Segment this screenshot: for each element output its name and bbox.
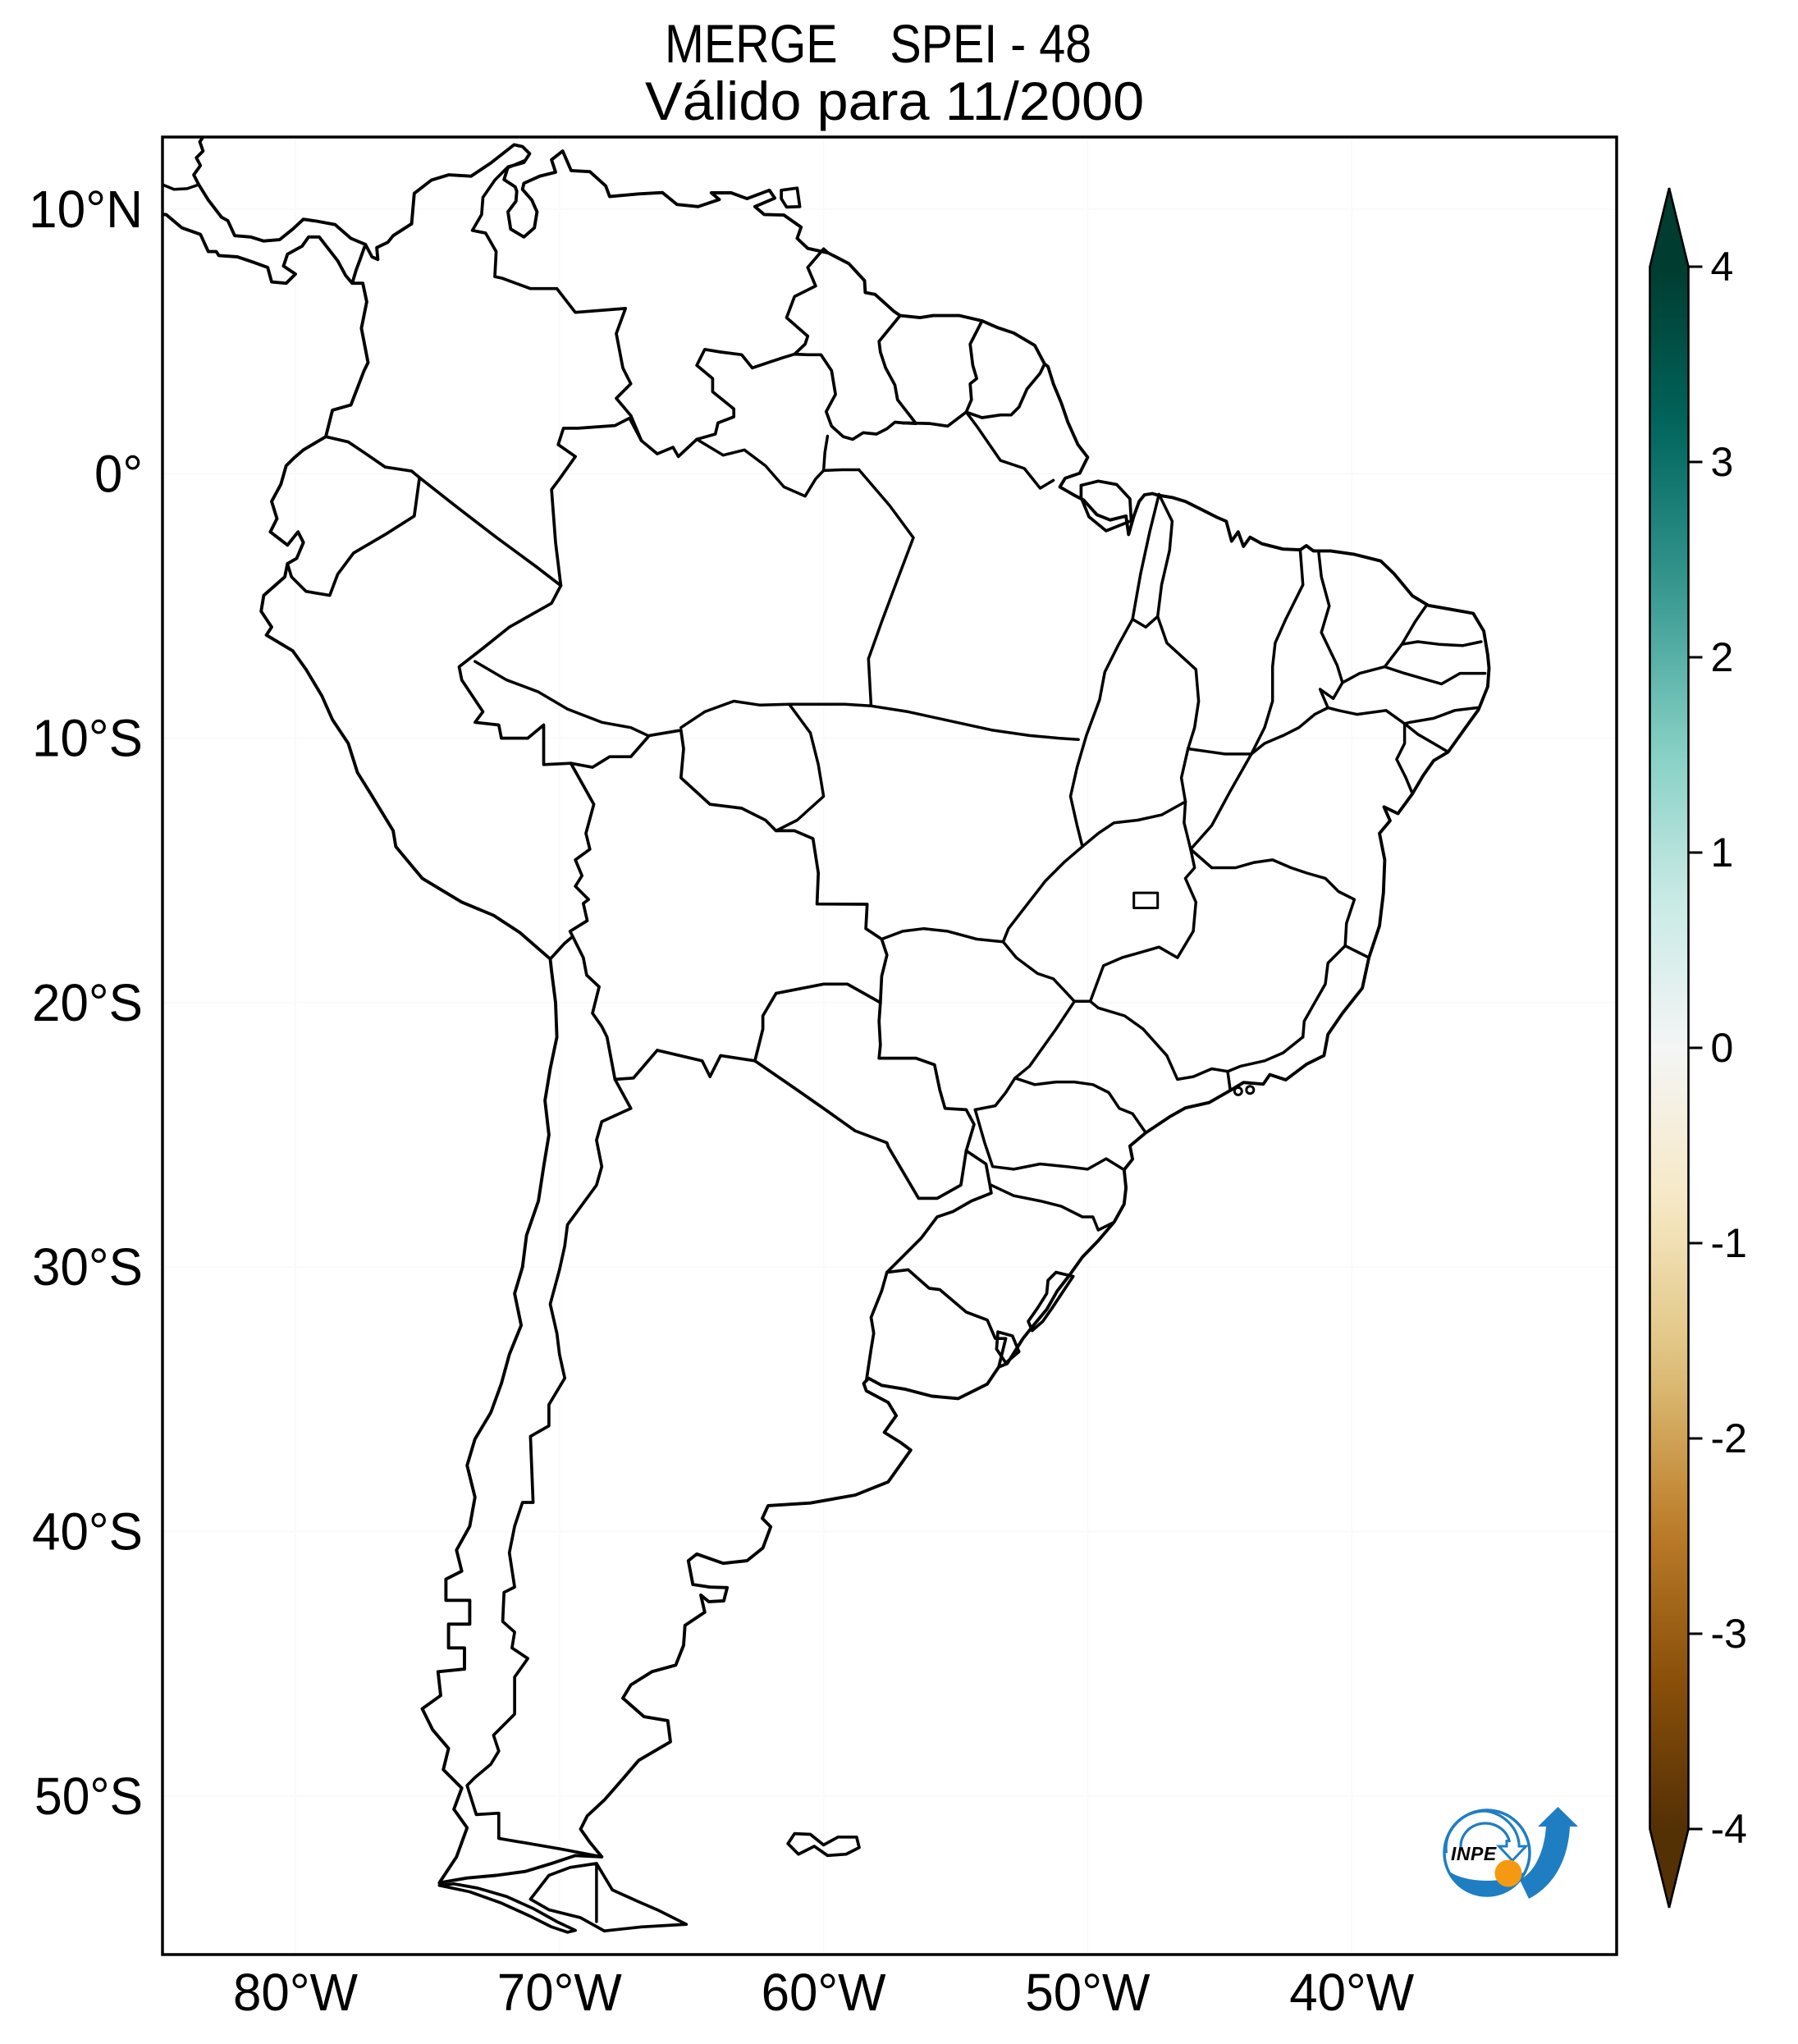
svg-text:-1: -1 <box>1711 1220 1747 1266</box>
svg-text:10°N: 10°N <box>29 180 143 239</box>
svg-text:2: 2 <box>1711 634 1734 680</box>
svg-text:3: 3 <box>1711 439 1734 485</box>
svg-text:0: 0 <box>1711 1025 1734 1071</box>
svg-text:50°W: 50°W <box>1025 1963 1151 2022</box>
svg-text:50°S: 50°S <box>34 1767 143 1826</box>
svg-text:80°W: 80°W <box>233 1963 359 2022</box>
svg-text:30°S: 30°S <box>32 1237 143 1296</box>
svg-text:1: 1 <box>1711 830 1734 876</box>
svg-text:10°S: 10°S <box>32 709 143 768</box>
svg-text:20°S: 20°S <box>32 973 143 1032</box>
svg-text:-3: -3 <box>1711 1611 1747 1657</box>
svg-text:0°: 0° <box>94 444 143 503</box>
svg-text:-2: -2 <box>1711 1415 1747 1461</box>
svg-text:4: 4 <box>1711 244 1734 290</box>
svg-text:INPE: INPE <box>1451 1843 1497 1864</box>
svg-text:40°W: 40°W <box>1289 1963 1415 2022</box>
svg-text:70°W: 70°W <box>497 1963 623 2022</box>
svg-text:60°W: 60°W <box>762 1963 887 2022</box>
svg-text:40°S: 40°S <box>32 1502 143 1562</box>
svg-text:-4: -4 <box>1711 1806 1747 1852</box>
